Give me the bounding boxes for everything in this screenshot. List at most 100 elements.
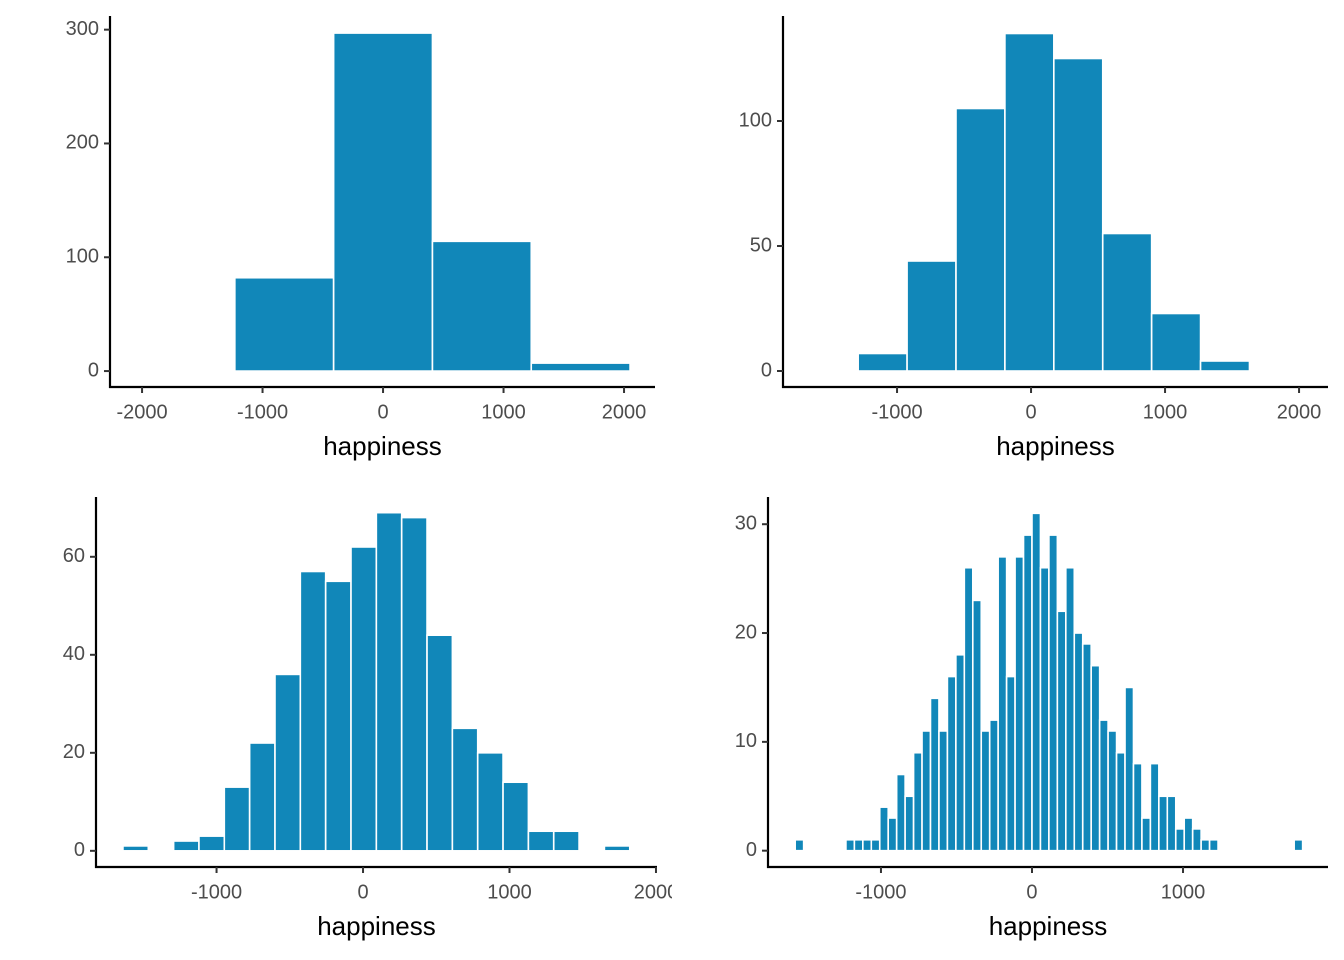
bar bbox=[1073, 632, 1084, 852]
x-axis-label: happiness bbox=[989, 911, 1108, 941]
bar bbox=[1004, 32, 1055, 372]
bar bbox=[1124, 686, 1135, 852]
bar bbox=[476, 752, 504, 852]
bar bbox=[1031, 512, 1042, 852]
bar bbox=[1107, 730, 1118, 852]
bar bbox=[172, 840, 200, 852]
bar bbox=[904, 795, 915, 852]
bar bbox=[878, 806, 890, 852]
y-tick-label: 0 bbox=[88, 359, 99, 381]
bar bbox=[971, 599, 983, 852]
bar bbox=[1132, 762, 1143, 852]
x-tick-label: 1000 bbox=[487, 881, 532, 903]
bar bbox=[223, 786, 251, 852]
bar bbox=[1048, 534, 1059, 852]
y-tick-label: 0 bbox=[761, 359, 772, 381]
x-tick-label: -1000 bbox=[871, 401, 922, 423]
y-tick-label: 20 bbox=[735, 621, 757, 643]
bar bbox=[912, 751, 923, 852]
bar bbox=[1158, 795, 1169, 852]
y-tick-label: 100 bbox=[66, 246, 99, 268]
bar bbox=[1090, 664, 1101, 852]
x-tick-label: -1000 bbox=[191, 881, 242, 903]
bar bbox=[1081, 643, 1092, 852]
x-tick-label: 0 bbox=[1026, 881, 1037, 903]
bar bbox=[1014, 556, 1025, 852]
bar bbox=[451, 727, 479, 852]
bar bbox=[1115, 751, 1126, 852]
y-tick-label: 200 bbox=[66, 132, 99, 154]
bar bbox=[248, 742, 276, 852]
bar bbox=[857, 352, 908, 372]
bar bbox=[1166, 795, 1177, 852]
bar bbox=[862, 838, 873, 852]
y-tick-label: 10 bbox=[735, 730, 757, 752]
bar bbox=[122, 845, 150, 852]
bar bbox=[1199, 360, 1251, 372]
bar bbox=[552, 830, 580, 852]
bar bbox=[794, 838, 805, 852]
bar bbox=[1101, 232, 1153, 372]
bar bbox=[530, 362, 631, 372]
bar bbox=[929, 697, 940, 852]
bar bbox=[1056, 610, 1067, 852]
bar bbox=[332, 32, 434, 372]
x-tick-label: 2000 bbox=[602, 401, 647, 423]
y-tick-label: 0 bbox=[746, 839, 757, 861]
bar bbox=[1065, 566, 1076, 852]
bar bbox=[955, 653, 966, 852]
bar bbox=[426, 634, 454, 852]
x-axis-label: happiness bbox=[323, 431, 442, 461]
bar bbox=[1022, 534, 1033, 852]
bar bbox=[502, 781, 530, 852]
bar bbox=[921, 730, 932, 852]
y-tick-label: 60 bbox=[63, 545, 85, 567]
y-tick-label: 50 bbox=[750, 234, 772, 256]
bar bbox=[963, 566, 974, 852]
y-tick-label: 300 bbox=[66, 18, 99, 40]
bar bbox=[1039, 566, 1050, 852]
bar bbox=[1200, 838, 1211, 852]
bar bbox=[431, 240, 533, 372]
bar bbox=[375, 511, 403, 852]
y-tick-label: 20 bbox=[63, 741, 85, 763]
bar bbox=[980, 730, 991, 852]
bar bbox=[1191, 828, 1202, 852]
bar bbox=[938, 730, 949, 852]
bar bbox=[1208, 838, 1219, 852]
bar bbox=[887, 817, 898, 852]
bar bbox=[997, 556, 1008, 852]
x-tick-label: -1000 bbox=[237, 401, 288, 423]
bar bbox=[1174, 828, 1186, 852]
x-tick-label: 1000 bbox=[481, 401, 526, 423]
bar bbox=[946, 675, 957, 852]
x-tick-label: -1000 bbox=[855, 881, 906, 903]
x-tick-label: -2000 bbox=[116, 401, 167, 423]
bar bbox=[1141, 817, 1152, 852]
x-axis-label: happiness bbox=[317, 911, 436, 941]
bar bbox=[234, 276, 335, 372]
bar bbox=[1149, 762, 1160, 852]
x-tick-label: 0 bbox=[357, 881, 368, 903]
y-tick-label: 40 bbox=[63, 643, 85, 665]
bar bbox=[1183, 817, 1194, 852]
x-axis-label: happiness bbox=[996, 431, 1115, 461]
x-tick-label: 0 bbox=[1025, 401, 1036, 423]
panel: 0 50 100 -1000 0 1000 2000 happiness bbox=[739, 16, 1328, 461]
bar bbox=[895, 773, 906, 852]
y-tick-label: 30 bbox=[735, 512, 757, 534]
y-tick-label: 100 bbox=[739, 109, 772, 131]
bar bbox=[274, 673, 302, 852]
bar bbox=[1293, 838, 1304, 852]
panel: 0 100 200 300 -2000 -1000 0 1000 2000 happiness bbox=[66, 16, 655, 461]
bar bbox=[1098, 719, 1109, 852]
panel: 0 20 40 60 -1000 0 1000 2000 happiness bbox=[63, 497, 672, 941]
bar bbox=[1150, 312, 1202, 372]
bar bbox=[853, 838, 864, 852]
bar bbox=[324, 580, 352, 852]
bar bbox=[870, 838, 881, 852]
bar bbox=[400, 516, 428, 852]
x-tick-label: 0 bbox=[377, 401, 388, 423]
bar bbox=[1005, 675, 1016, 852]
